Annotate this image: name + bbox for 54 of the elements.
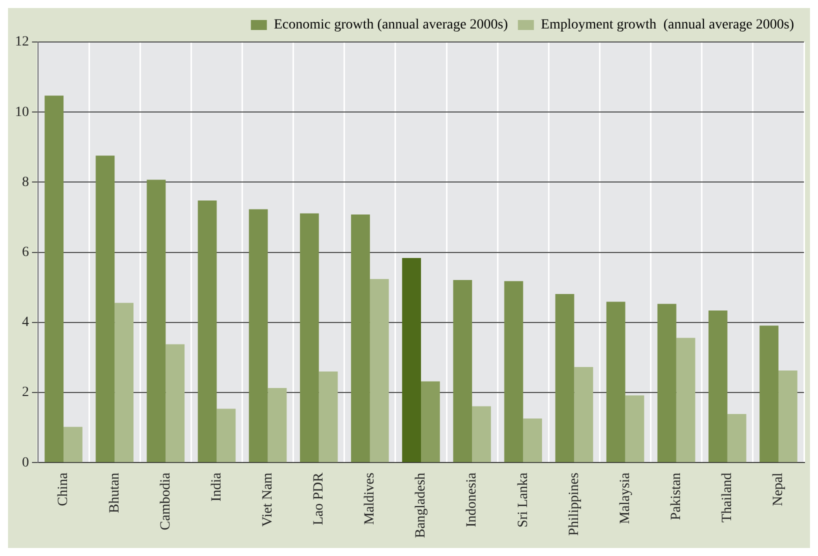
y-tick-label: 6 [22,245,29,260]
y-tick-label: 2 [22,385,29,400]
y-tick-label: 12 [15,34,29,50]
bar [402,258,421,462]
bar [146,180,166,462]
x-tick-label: Sri Lanka [516,472,531,528]
bar [606,302,626,462]
bar [370,278,389,462]
x-tick-label: China [56,472,72,506]
x-tick-label: Thailand [720,472,736,522]
bar [523,418,542,462]
bar [472,406,491,462]
bar [300,213,319,462]
bar [657,304,676,462]
x-tick-label: Cambodia [158,472,174,530]
x-tick-label: Lao PDR [312,472,327,526]
bar [248,209,268,462]
x-tick-label: Nepal [771,472,786,506]
x-tick-label: Philippines [566,472,582,536]
x-tick-label: Maldives [362,472,378,525]
x-tick-label: India [209,472,224,502]
y-tick-label: 10 [15,104,29,120]
x-tick-label: Indonesia [464,472,480,528]
bar [708,310,728,462]
bar [351,214,370,462]
y-tick-label: 4 [22,315,29,330]
x-tick-label: Bhutan [107,472,122,514]
bar [216,408,236,462]
legend-label: Employment growth (annual average 2000s) [540,18,794,33]
bar [778,370,798,462]
bar [96,156,115,462]
bar [318,372,338,462]
x-tick-label: Pakistan [669,472,684,520]
x-tick-label: Malaysia [618,472,633,524]
bar [760,326,778,462]
bar [453,280,472,462]
bar [504,281,524,462]
bar [574,366,594,462]
bar [676,338,696,462]
x-tick-label: Bangladesh [414,472,429,538]
bar [727,414,746,462]
bar [44,96,64,462]
x-tick-label: Viet Nam [260,472,276,527]
bar [114,302,134,462]
y-tick-label: 0 [22,455,29,470]
y-tick-label: 8 [22,174,29,190]
legend-label: Economic growth (annual average 2000s) [274,18,508,33]
bar [421,381,440,462]
bar [64,426,82,462]
bar [555,294,574,462]
bar [625,395,644,462]
bar [268,388,287,462]
bar [198,200,217,462]
bar [166,344,185,462]
